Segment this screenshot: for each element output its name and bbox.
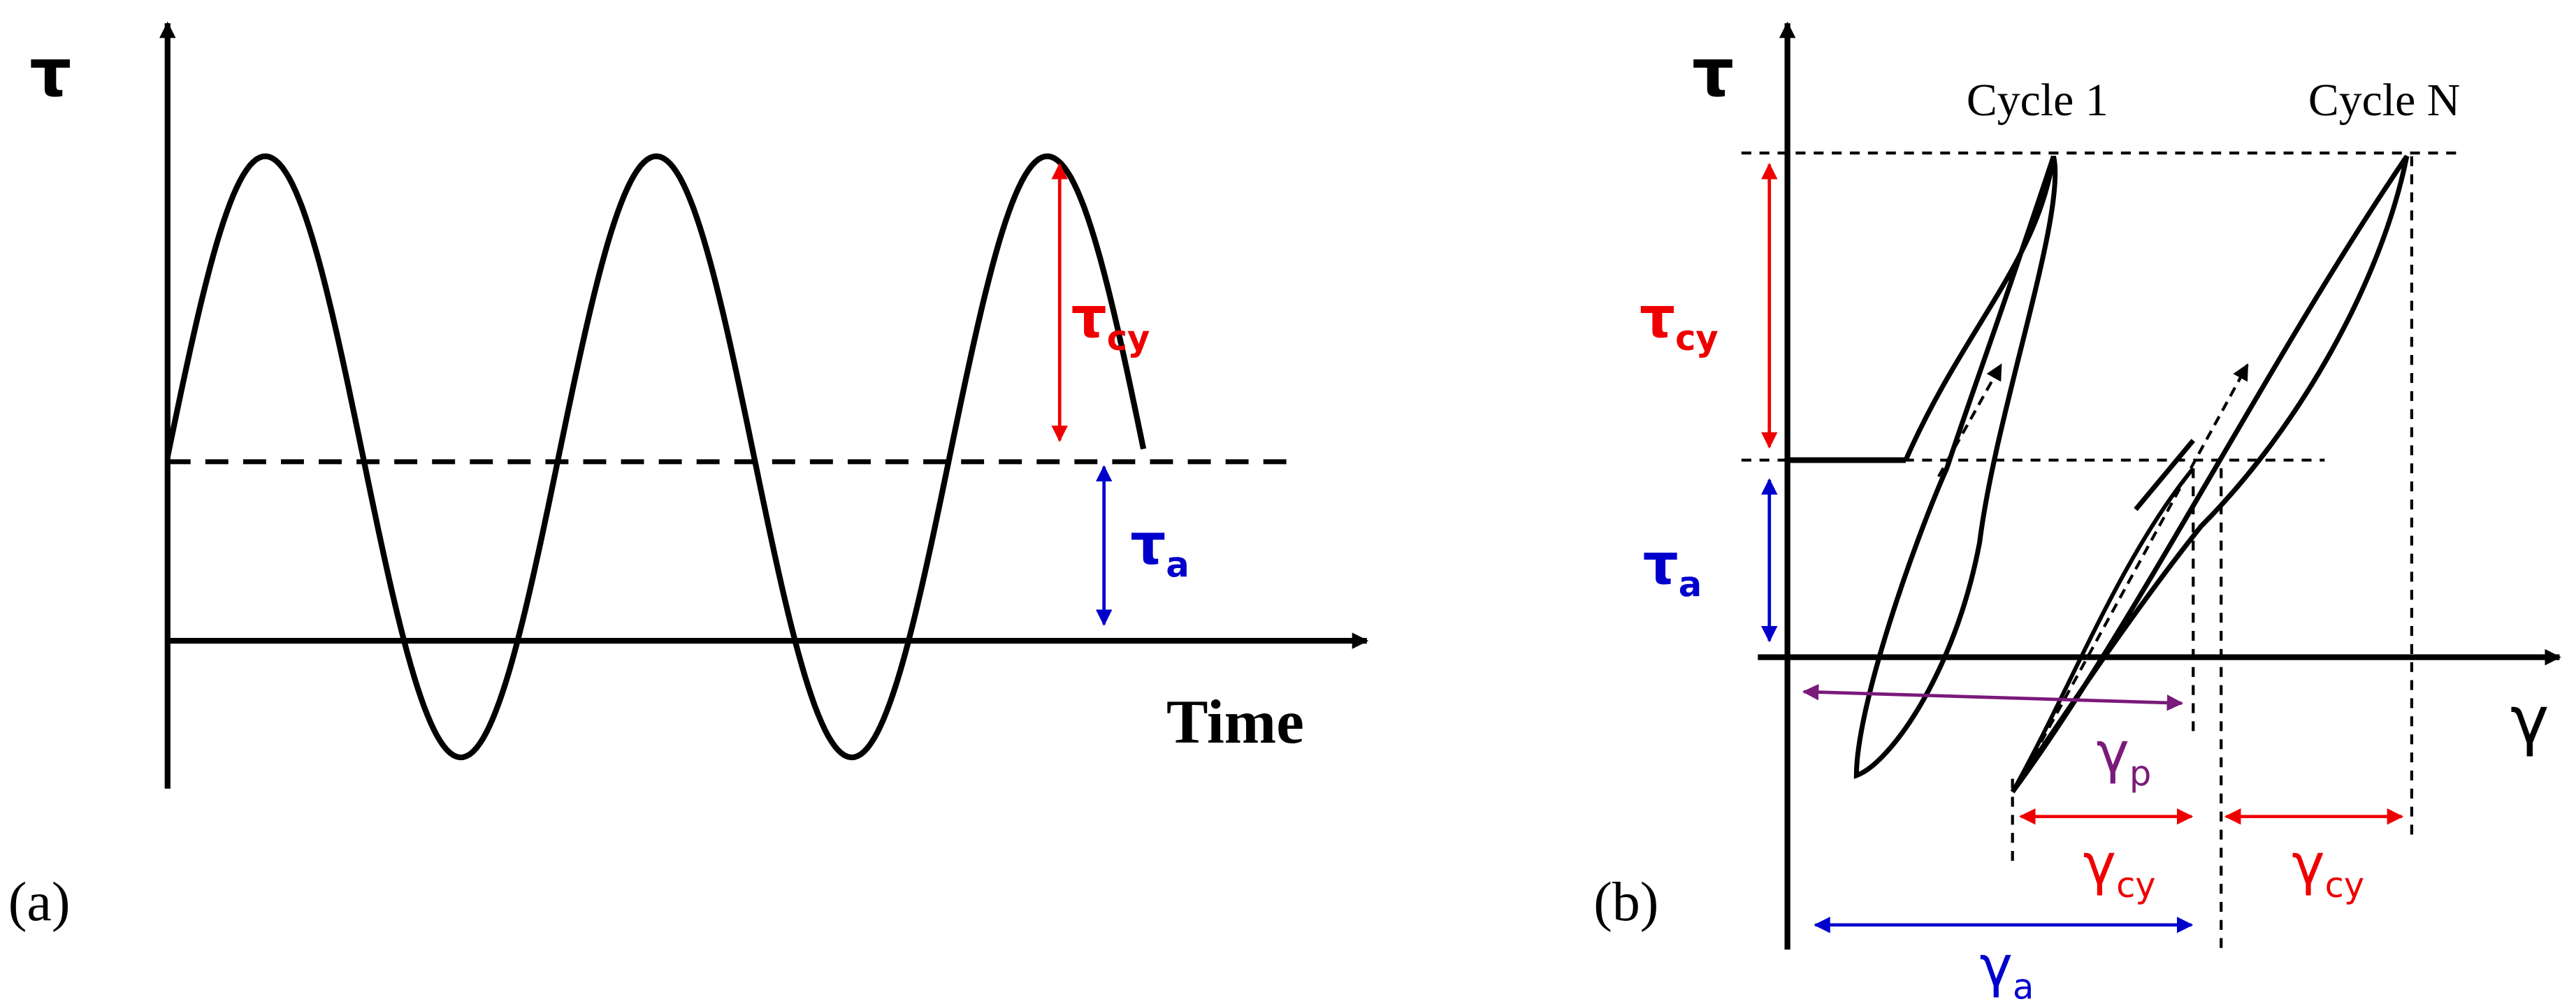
symbol: τ (1640, 285, 1675, 350)
gamma-p-label: γp (2097, 720, 2152, 794)
y-axis-label: τ (29, 36, 71, 112)
subscript: cy (2116, 865, 2156, 905)
x-axis-label: γ (2510, 683, 2549, 759)
subscript: cy (1675, 318, 1718, 358)
symbol: τ (1130, 512, 1166, 577)
load-arrow (2016, 363, 2249, 787)
y-axis-label: τ (1692, 36, 1734, 112)
subscript: cy (1107, 318, 1150, 358)
loop-segment (2134, 439, 2195, 511)
cycle-n-loop (2010, 154, 2410, 794)
x-axis-label: Time (1166, 687, 1304, 757)
symbol: γ (1980, 934, 2013, 999)
cycle-n-inner (2011, 467, 2195, 793)
symbol: γ (2292, 832, 2324, 897)
symbol: τ (1643, 532, 1679, 597)
symbol: γ (2097, 720, 2129, 785)
panel-label: (b) (1593, 871, 1658, 933)
tau-a-label: τa (1130, 512, 1189, 585)
subscript: cy (2325, 865, 2365, 905)
subscript: a (1679, 565, 1702, 605)
cycle-label: Cycle N (2308, 75, 2461, 126)
gamma-cy-label: γcy (2292, 832, 2364, 905)
sine-wave (164, 153, 1147, 761)
cycle-label: Cycle 1 (1967, 75, 2108, 126)
tau-cy-label: τcy (1071, 285, 1150, 358)
tau-cy-label: τcy (1640, 285, 1718, 358)
tau-a-label: τa (1643, 532, 1702, 605)
subscript: a (1166, 544, 1189, 585)
subscript: p (2129, 753, 2151, 794)
cycle-1-loop (1853, 155, 2058, 779)
gamma-p-arrow (1802, 683, 2184, 711)
gamma-a-label: γa (1980, 934, 2034, 1004)
load-arrow (1937, 363, 2003, 478)
subscript: a (2013, 967, 2034, 1004)
symbol: τ (1071, 285, 1107, 350)
gamma-cy-label: γcy (2083, 832, 2156, 905)
panel-label: (a) (8, 871, 71, 933)
panel-a (159, 21, 1369, 789)
symbol: γ (2083, 832, 2116, 897)
panel-b (1741, 21, 2561, 956)
